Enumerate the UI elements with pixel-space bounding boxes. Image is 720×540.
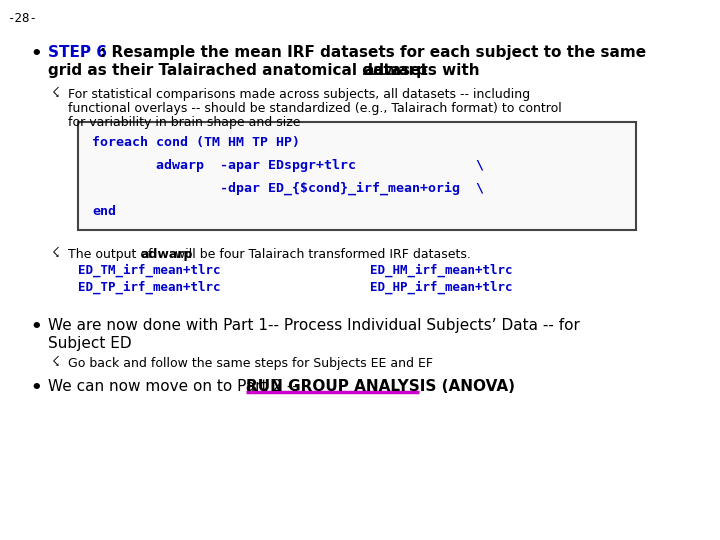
Text: Go back and follow the same steps for Subjects EE and EF: Go back and follow the same steps for Su… xyxy=(68,357,433,370)
Text: end: end xyxy=(92,205,116,218)
Text: will be four Talairach transformed IRF datasets.: will be four Talairach transformed IRF d… xyxy=(171,248,471,261)
Text: Subject ED: Subject ED xyxy=(48,336,132,351)
Text: -dpar ED_{$cond}_irf_mean+orig  \: -dpar ED_{$cond}_irf_mean+orig \ xyxy=(92,182,484,195)
Text: ED_TM_irf_mean+tlrc: ED_TM_irf_mean+tlrc xyxy=(78,264,220,278)
Text: We can now move on to Part 2 --: We can now move on to Part 2 -- xyxy=(48,379,302,394)
Text: •: • xyxy=(30,318,42,336)
Text: ☇: ☇ xyxy=(52,86,60,100)
Text: adwarp: adwarp xyxy=(140,248,192,261)
Text: RUN GROUP ANALYSIS (ANOVA): RUN GROUP ANALYSIS (ANOVA) xyxy=(246,379,515,394)
Text: ☇: ☇ xyxy=(52,355,60,369)
Text: grid as their Talairached anatomical datasets with: grid as their Talairached anatomical dat… xyxy=(48,63,485,78)
Text: The output of: The output of xyxy=(68,248,156,261)
Text: -28-: -28- xyxy=(8,12,38,25)
Text: •: • xyxy=(30,379,42,397)
Text: ☇: ☇ xyxy=(52,246,60,260)
Text: We are now done with Part 1-- Process Individual Subjects’ Data -- for: We are now done with Part 1-- Process In… xyxy=(48,318,580,333)
Text: For statistical comparisons made across subjects, all datasets -- including: For statistical comparisons made across … xyxy=(68,88,530,101)
Text: ED_HM_irf_mean+tlrc: ED_HM_irf_mean+tlrc xyxy=(370,264,513,278)
Text: •: • xyxy=(30,45,42,63)
Text: foreach cond (TM HM TP HP): foreach cond (TM HM TP HP) xyxy=(92,136,300,149)
Text: for variability in brain shape and size: for variability in brain shape and size xyxy=(68,116,300,129)
Text: adwarp  -apar EDspgr+tlrc               \: adwarp -apar EDspgr+tlrc \ xyxy=(92,159,484,172)
FancyBboxPatch shape xyxy=(78,122,636,230)
Text: : Resample the mean IRF datasets for each subject to the same: : Resample the mean IRF datasets for eac… xyxy=(100,45,646,60)
Text: ED_TP_irf_mean+tlrc: ED_TP_irf_mean+tlrc xyxy=(78,281,220,294)
Text: STEP 6: STEP 6 xyxy=(48,45,107,60)
Text: functional overlays -- should be standardized (e.g., Talairach format) to contro: functional overlays -- should be standar… xyxy=(68,102,562,115)
Text: adwarp: adwarp xyxy=(363,63,427,78)
Text: ED_HP_irf_mean+tlrc: ED_HP_irf_mean+tlrc xyxy=(370,281,513,294)
